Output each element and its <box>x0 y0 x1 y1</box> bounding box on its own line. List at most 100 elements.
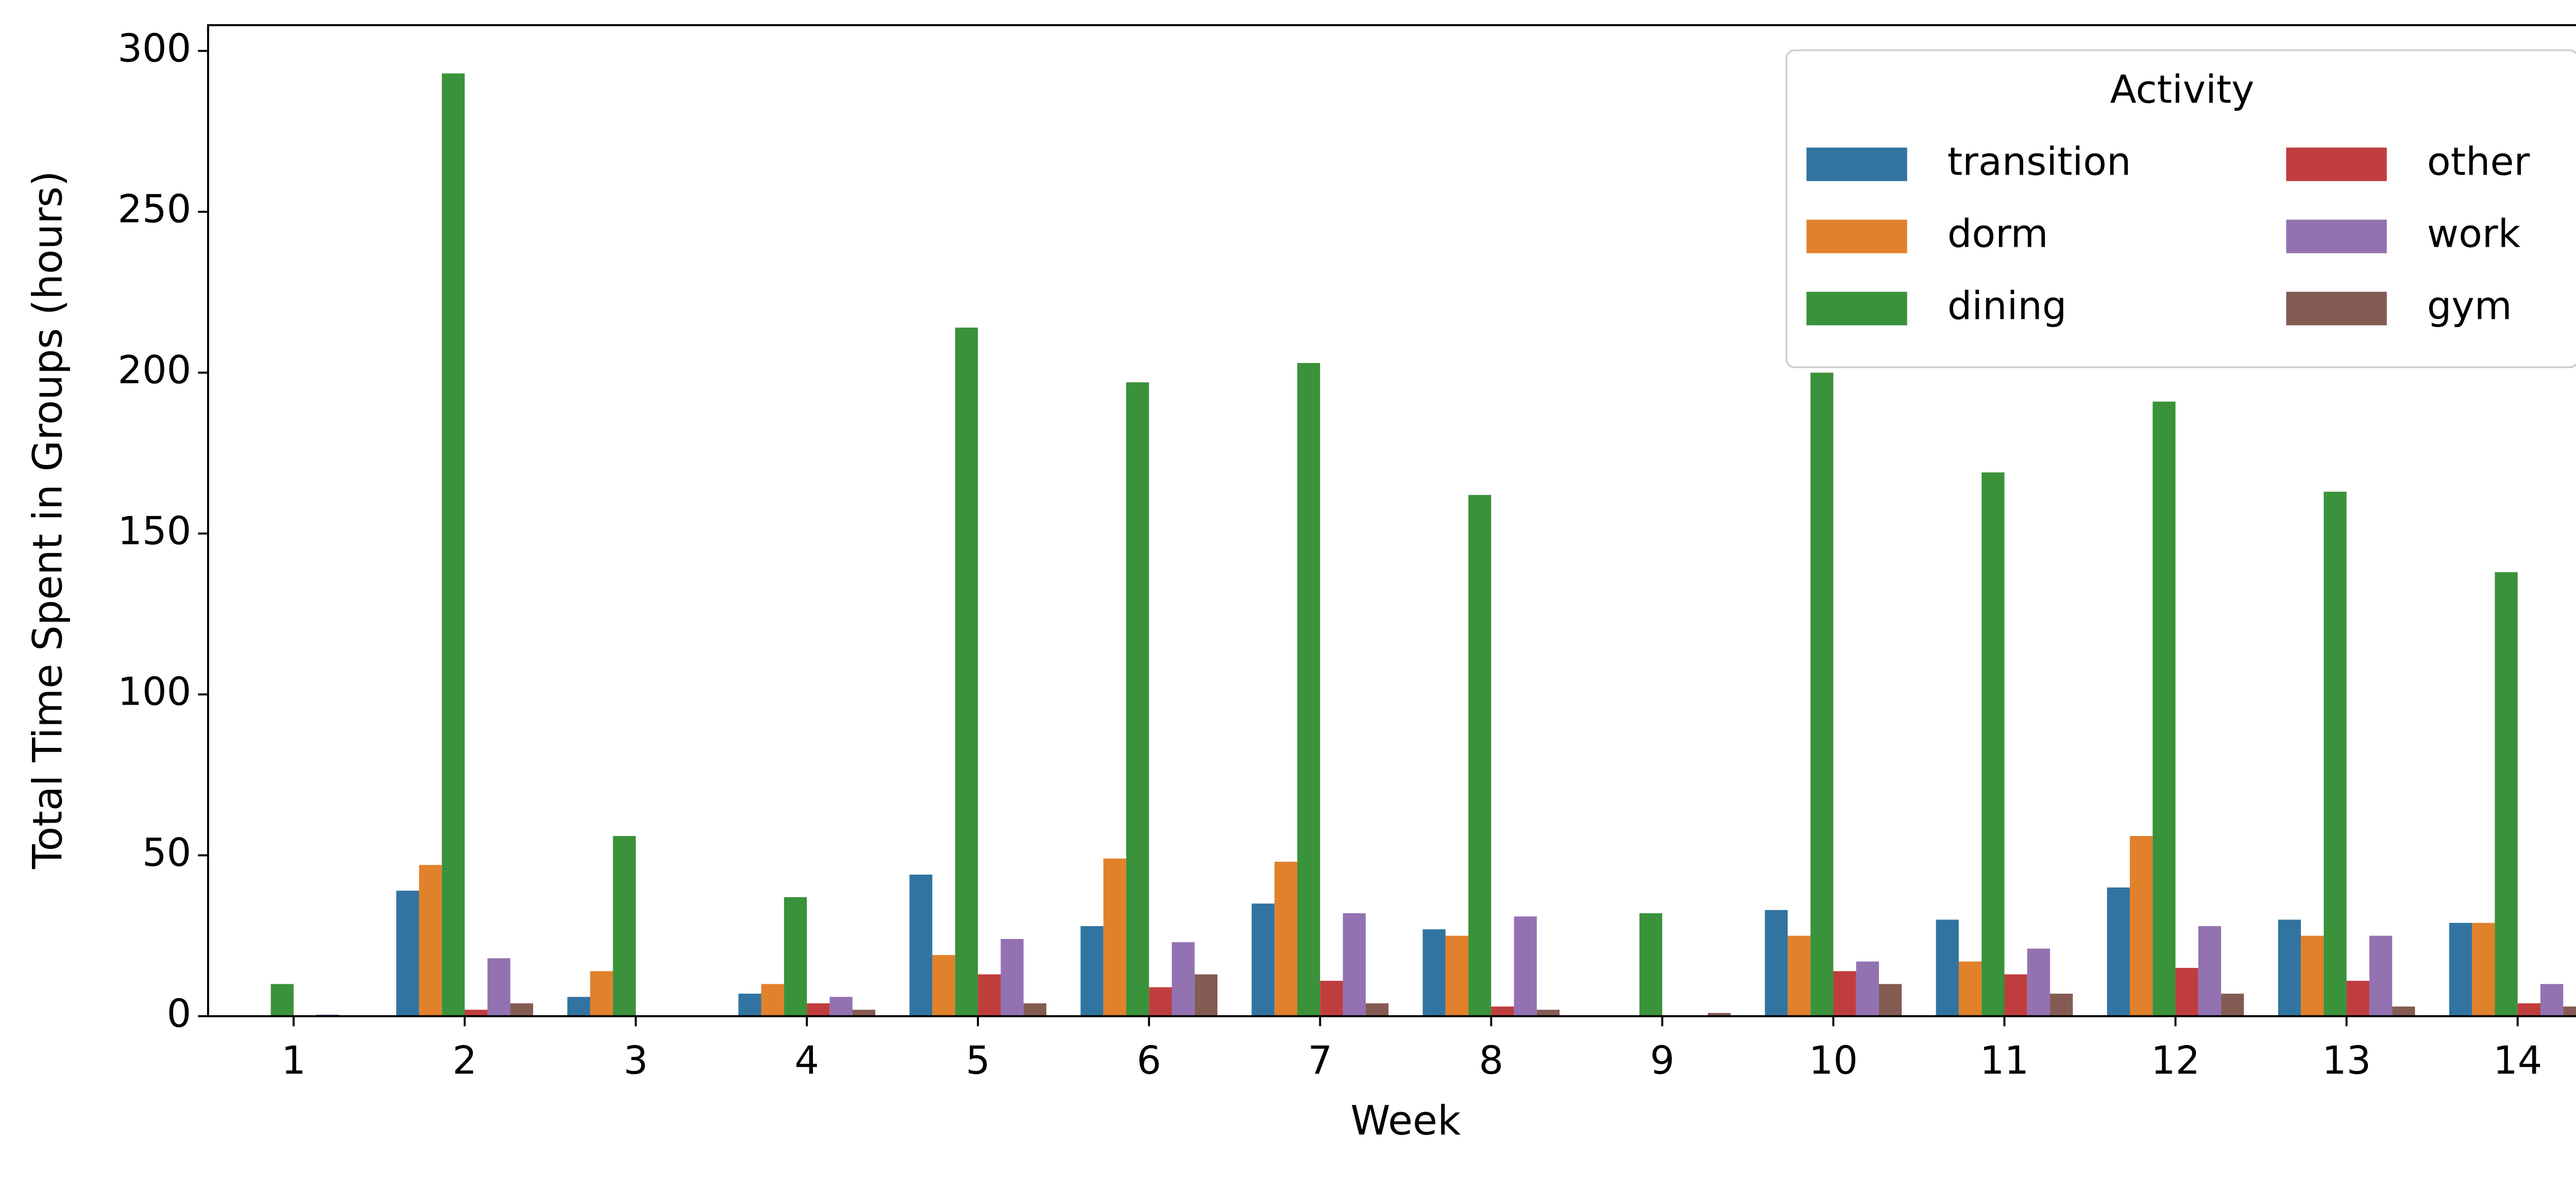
bar <box>1707 1013 1731 1016</box>
bar <box>1080 926 1104 1016</box>
bar <box>978 974 1001 1016</box>
bar <box>2278 919 2301 1016</box>
bar <box>1981 472 2005 1016</box>
bar <box>761 984 784 1016</box>
y-tick-label: 0 <box>167 991 192 1036</box>
y-tick-label: 250 <box>117 187 191 232</box>
bar <box>1936 919 1959 1016</box>
bar <box>1172 942 1195 1016</box>
y-tick-label: 200 <box>117 348 191 392</box>
bar <box>1297 363 1320 1016</box>
bar <box>909 874 933 1016</box>
bar <box>1320 981 1343 1016</box>
legend-label: transition <box>1947 140 2131 184</box>
x-tick-label: 6 <box>1137 1038 1161 1083</box>
x-tick-label: 3 <box>623 1038 648 1083</box>
bar <box>2221 994 2244 1016</box>
bar <box>1194 974 1218 1016</box>
bar <box>1001 938 1024 1016</box>
bar <box>1103 858 1126 1016</box>
bar <box>1468 494 1492 1016</box>
bar <box>932 955 955 1016</box>
bar <box>567 997 590 1016</box>
legend-swatch <box>1806 147 1907 181</box>
legend-box <box>1785 49 2576 368</box>
x-tick-label: 5 <box>965 1038 990 1083</box>
x-axis-label: Week <box>1350 1098 1461 1145</box>
bar <box>1833 971 1856 1016</box>
bar <box>419 865 442 1016</box>
bar <box>270 984 294 1016</box>
bar <box>852 1010 875 1016</box>
bar <box>738 994 761 1016</box>
legend-label: work <box>2427 212 2521 257</box>
bar <box>396 891 419 1016</box>
bar <box>2324 491 2347 1016</box>
bar <box>2004 974 2027 1016</box>
x-tick-label: 14 <box>2493 1038 2542 1083</box>
bar <box>2369 935 2393 1016</box>
bar <box>510 1003 533 1016</box>
bar <box>2153 401 2176 1016</box>
bar <box>2027 948 2050 1016</box>
legend-swatch <box>2286 292 2387 326</box>
bar <box>1023 1003 1046 1016</box>
bar <box>1787 935 1811 1016</box>
bar <box>442 73 465 1016</box>
x-tick-label: 1 <box>281 1038 306 1083</box>
bar <box>1126 382 1149 1016</box>
legend-label: other <box>2427 140 2530 184</box>
bar <box>2540 984 2564 1016</box>
bar <box>1422 929 1446 1016</box>
bar <box>2563 1006 2576 1016</box>
bar <box>487 958 511 1016</box>
legend-swatch <box>1806 219 1907 253</box>
bar <box>1149 987 1172 1016</box>
bar <box>2495 572 2518 1016</box>
x-tick-label: 9 <box>1650 1038 1675 1083</box>
bar <box>1879 984 1902 1016</box>
bar <box>955 328 978 1016</box>
bar <box>2107 887 2130 1016</box>
bar <box>1445 935 1469 1016</box>
legend-title: Activity <box>2110 67 2255 112</box>
bar <box>2175 968 2198 1016</box>
bar <box>2517 1003 2540 1016</box>
bar <box>1365 1003 1389 1016</box>
legend-swatch <box>2286 219 2387 253</box>
bar <box>1343 913 1366 1016</box>
bar <box>784 897 807 1016</box>
x-tick-label: 12 <box>2151 1038 2200 1083</box>
bar <box>613 836 636 1016</box>
bar <box>1958 961 1982 1016</box>
bar <box>1856 961 1879 1016</box>
x-tick-label: 13 <box>2322 1038 2371 1083</box>
bar <box>2130 836 2153 1016</box>
bar <box>2198 926 2222 1016</box>
bar <box>1639 913 1663 1016</box>
bar <box>2346 981 2369 1016</box>
x-tick-label: 7 <box>1308 1038 1332 1083</box>
legend-label: gym <box>2427 284 2512 329</box>
y-tick-label: 100 <box>117 670 191 714</box>
bar <box>464 1010 488 1016</box>
y-tick-label: 50 <box>142 830 191 875</box>
bar <box>2472 923 2495 1016</box>
bar <box>1765 910 1788 1016</box>
plot-frame <box>207 24 2576 1017</box>
bar <box>1274 861 1297 1016</box>
bar <box>1514 916 1537 1016</box>
bar <box>2392 1006 2415 1016</box>
bar <box>2449 923 2472 1016</box>
legend-swatch <box>1806 292 1907 326</box>
y-tick-label: 300 <box>117 26 191 71</box>
bar <box>829 997 853 1016</box>
x-tick-label: 10 <box>1809 1038 1858 1083</box>
legend-swatch <box>2286 147 2387 181</box>
bar <box>1810 372 1834 1016</box>
bar <box>807 1003 830 1016</box>
y-axis-label: Total Time Spent in Groups (hours) <box>24 170 71 869</box>
legend-label: dining <box>1947 284 2067 329</box>
